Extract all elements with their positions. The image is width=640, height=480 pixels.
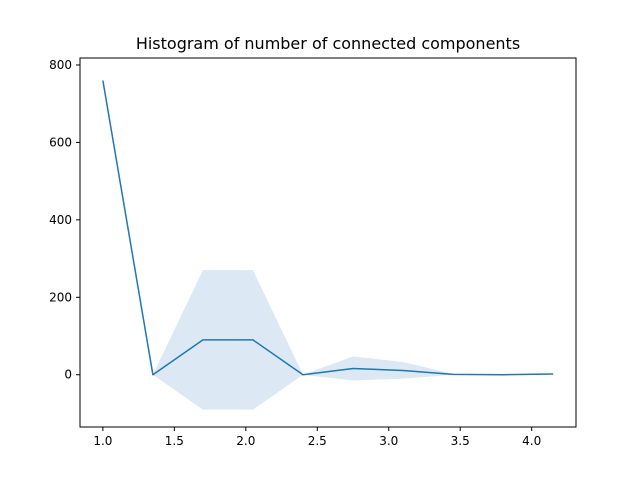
y-axis: 0 200 400 600 800: [49, 58, 80, 382]
series-0-line: [102, 80, 554, 376]
x-axis: 1.0 1.5 2.0 2.5 3.0 3.5 4.0: [93, 427, 541, 448]
y-tick-label: 200: [49, 290, 72, 304]
y-tick-label: 600: [49, 135, 72, 149]
y-tick-label: 400: [49, 213, 72, 227]
plot-area-frame: [79, 57, 577, 428]
x-tick-label: 2.0: [236, 434, 255, 448]
series-0-band: [102, 80, 554, 410]
x-tick-label: 2.5: [308, 434, 327, 448]
y-tick-label: 800: [49, 58, 72, 72]
y-tick-label: 0: [64, 368, 72, 382]
x-tick-label: 4.0: [522, 434, 541, 448]
chart-title: Histogram of number of connected compone…: [136, 34, 520, 53]
x-tick-label: 3.5: [451, 434, 470, 448]
x-tick-label: 1.0: [93, 434, 112, 448]
x-tick-label: 1.5: [165, 434, 184, 448]
series-line-layer: [102, 80, 554, 376]
x-tick-label: 3.0: [379, 434, 398, 448]
confidence-band-layer: [102, 80, 554, 410]
